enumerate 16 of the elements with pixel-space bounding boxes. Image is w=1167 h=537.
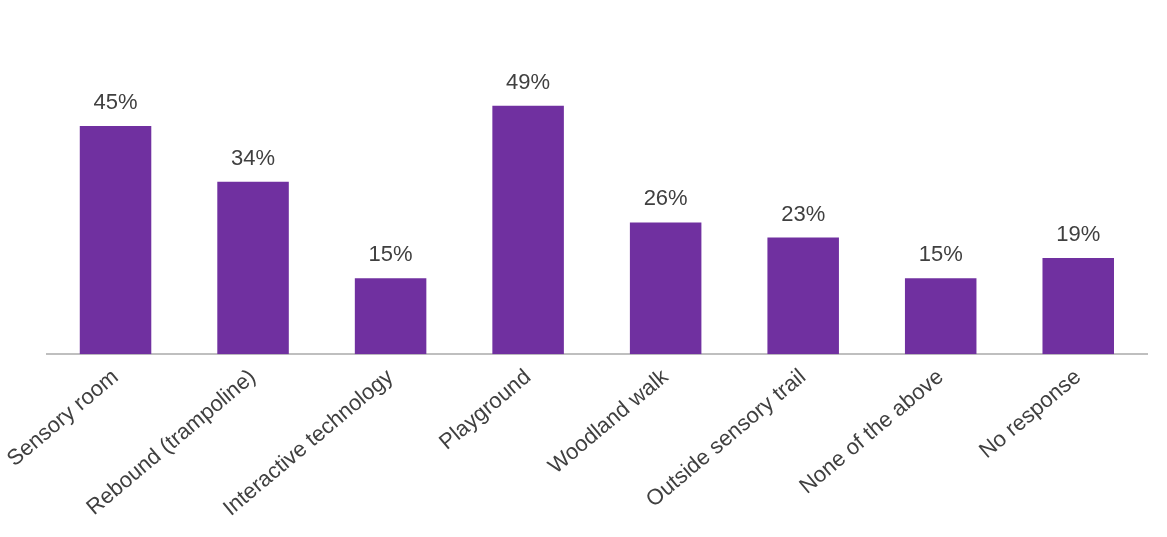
bar xyxy=(767,237,839,355)
data-label: 49% xyxy=(506,68,551,94)
data-label: 15% xyxy=(368,241,413,267)
bar xyxy=(1042,257,1114,355)
bar xyxy=(354,278,427,355)
data-label: 19% xyxy=(1056,220,1101,246)
data-label: 15% xyxy=(918,241,963,267)
bar xyxy=(217,181,289,355)
bar xyxy=(629,222,702,355)
bar xyxy=(904,278,977,355)
bar xyxy=(79,126,152,355)
data-label: 45% xyxy=(93,89,138,115)
data-label: 26% xyxy=(643,185,688,211)
data-label: 23% xyxy=(781,200,826,226)
bar xyxy=(492,105,564,355)
data-label: 34% xyxy=(231,144,276,170)
